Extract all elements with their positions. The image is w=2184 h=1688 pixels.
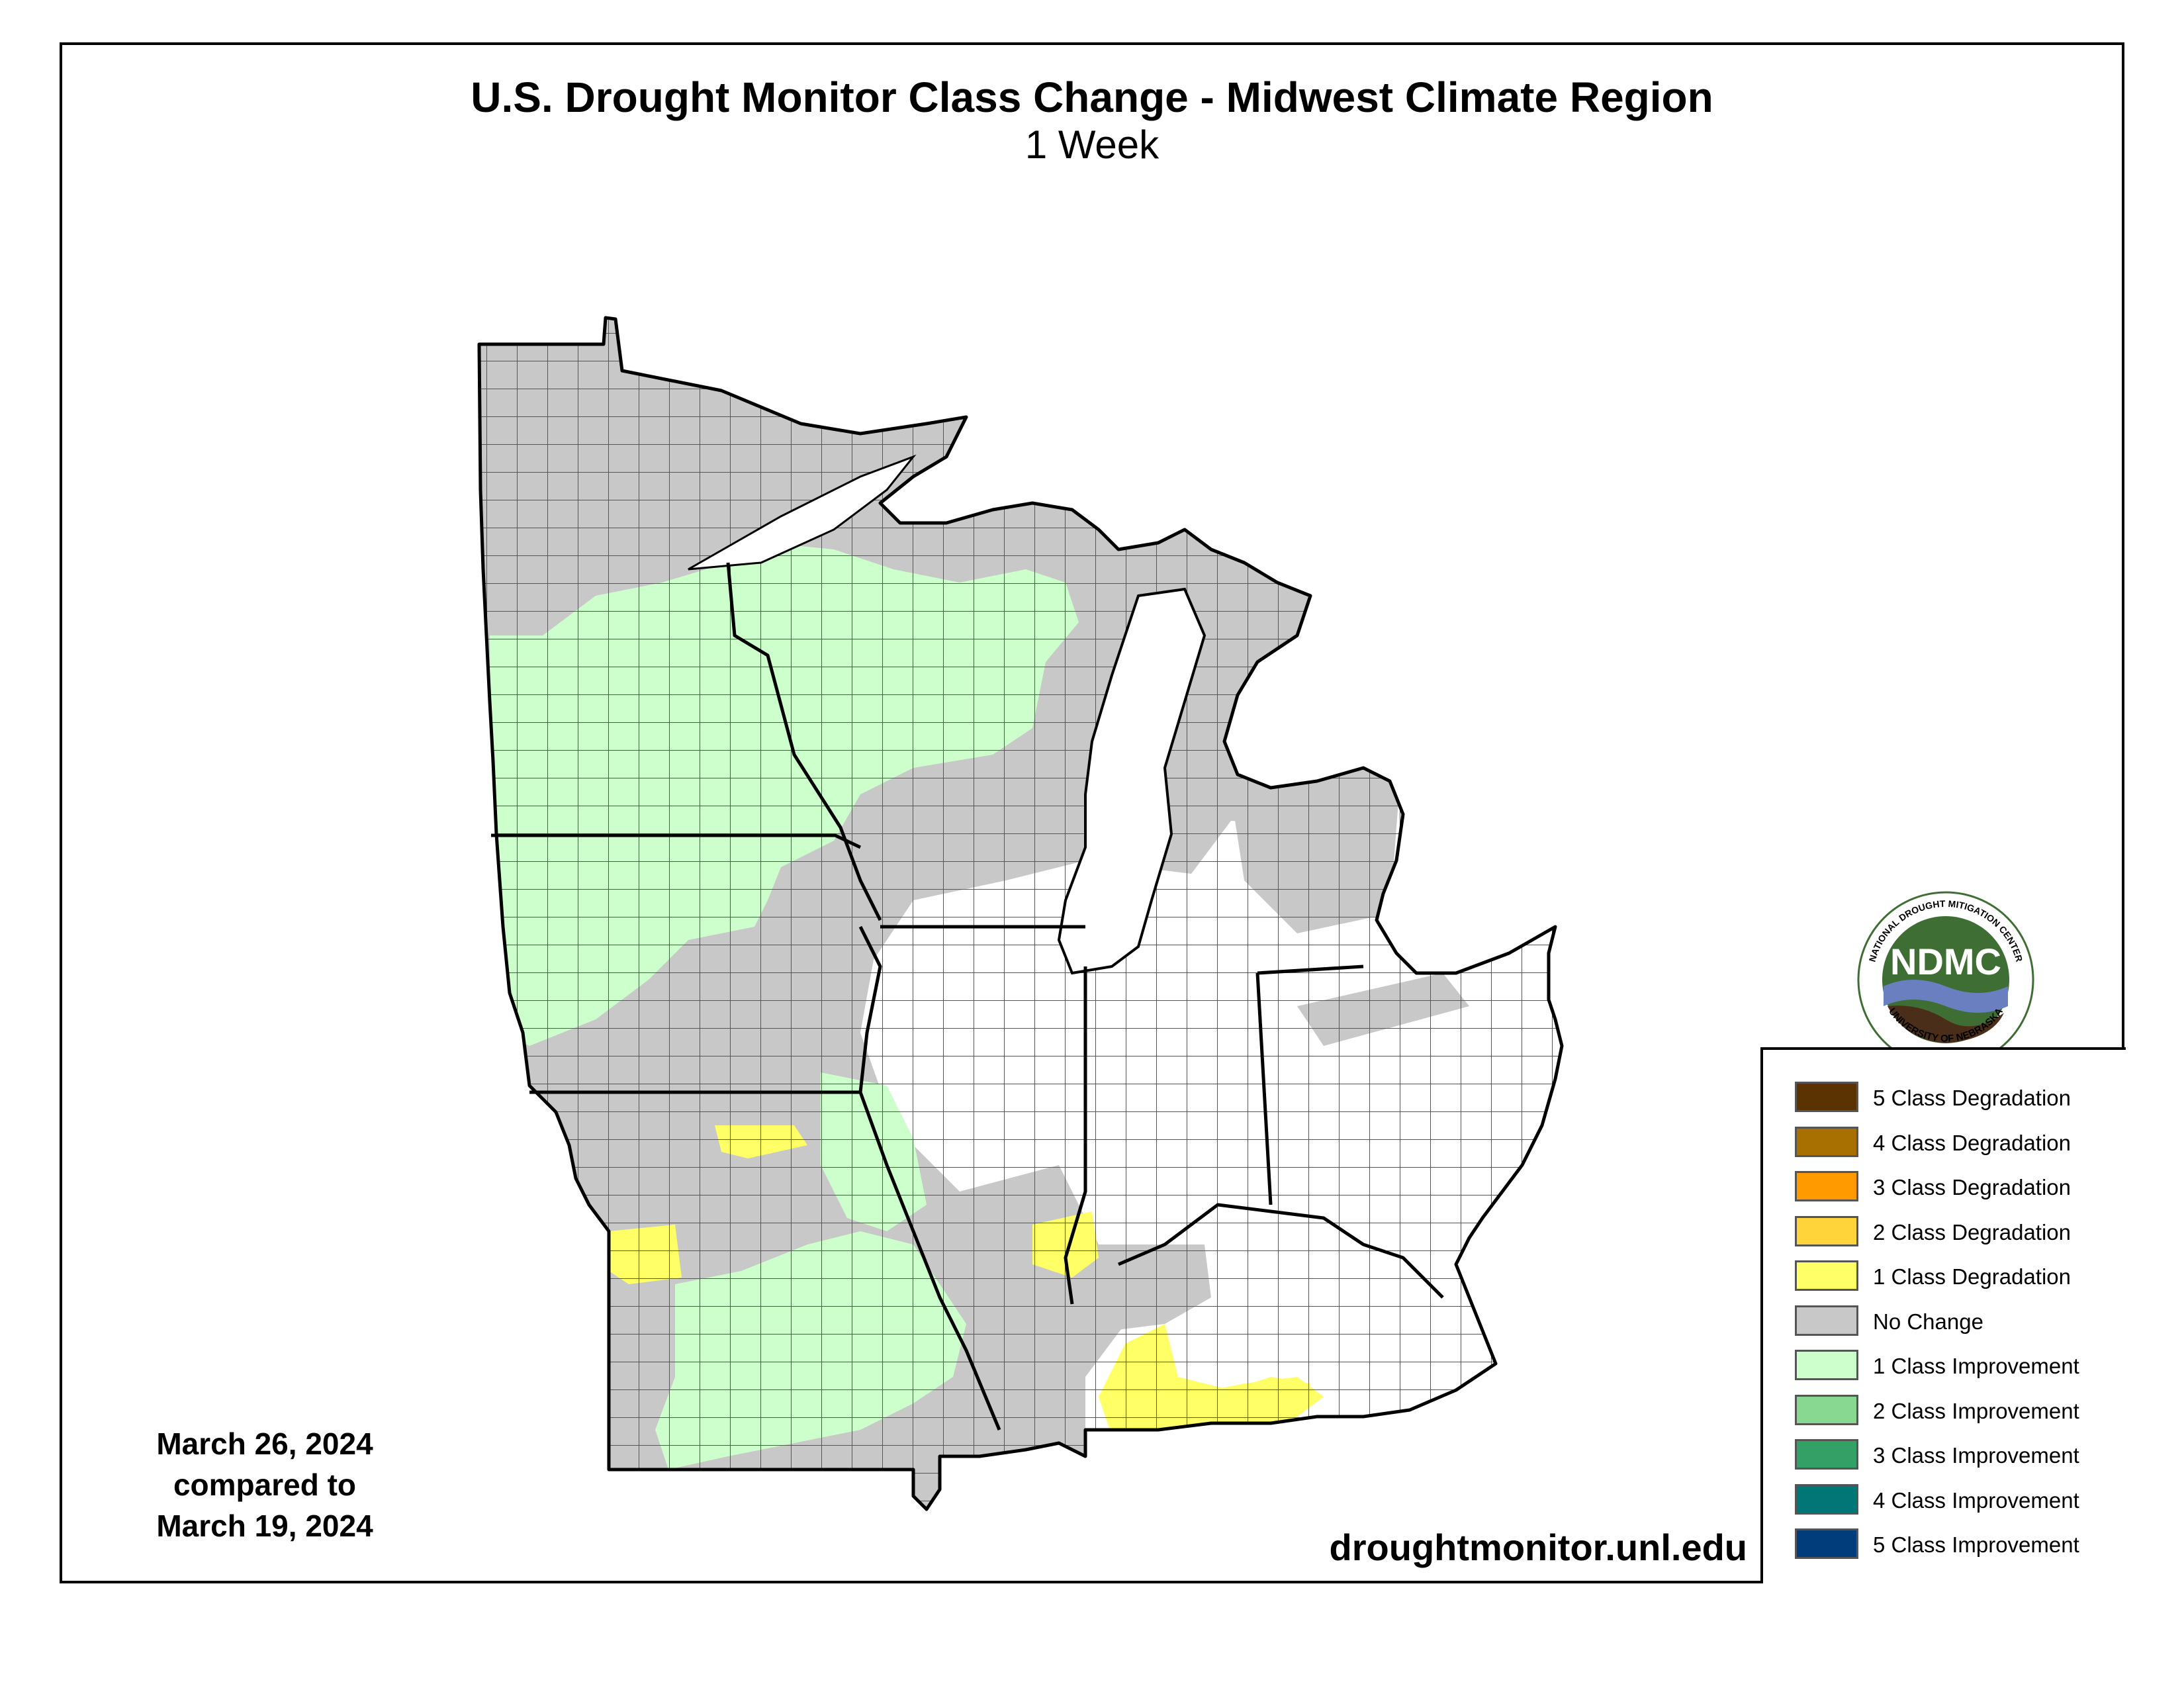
legend-swatch [1795, 1126, 1858, 1157]
legend-item: 3 Class Degradation [1795, 1167, 2126, 1207]
county-lines [479, 318, 1562, 1509]
map-title: U.S. Drought Monitor Class Change - Midw… [471, 73, 1713, 121]
legend-item: 5 Class Improvement [1795, 1524, 2126, 1564]
legend-swatch [1795, 1305, 1858, 1336]
legend-item: 4 Class Degradation [1795, 1123, 2126, 1162]
legend-label: 1 Class Degradation [1873, 1264, 2071, 1289]
logo-abbr: NDMC [1890, 941, 2001, 982]
map-frame [60, 42, 2124, 1583]
legend-swatch [1795, 1528, 1858, 1559]
legend-item: No Change [1795, 1301, 2126, 1341]
legend-label: 1 Class Improvement [1873, 1354, 2079, 1378]
legend-label: 3 Class Degradation [1873, 1175, 2071, 1199]
legend-swatch [1795, 1394, 1858, 1425]
legend-item: 3 Class Improvement [1795, 1435, 2126, 1475]
legend-label: No Change [1873, 1309, 1983, 1334]
legend-swatch [1795, 1260, 1858, 1291]
source-url: droughtmonitor.unl.edu [1329, 1526, 1747, 1568]
legend-swatch [1795, 1215, 1858, 1246]
previous-date: March 19, 2024 [156, 1509, 373, 1543]
current-date: March 26, 2024 [156, 1427, 373, 1461]
lake-michigan [1057, 587, 1206, 975]
legend-swatch [1795, 1082, 1858, 1112]
legend-item: 2 Class Improvement [1795, 1391, 2126, 1430]
legend-label: 2 Class Improvement [1873, 1398, 2079, 1423]
legend: 5 Class Degradation 4 Class Degradation 3 … [1760, 1047, 2126, 1583]
lake-superior-shore [688, 454, 917, 571]
map-subtitle: 1 Week [1024, 122, 1160, 167]
compared-to-label: compared to [173, 1468, 357, 1502]
legend-swatch [1795, 1171, 1858, 1201]
legend-item: 1 Class Improvement [1795, 1346, 2126, 1385]
legend-item: 2 Class Degradation [1795, 1212, 2126, 1252]
ndmc-logo: NDMC NATIONAL DROUGHT MITIGATION CENTER … [1857, 891, 2034, 1068]
legend-label: 5 Class Degradation [1873, 1086, 2071, 1110]
comparison-dates: March 26, 2024 compared to March 19, 202… [126, 1423, 404, 1546]
legend-label: 3 Class Improvement [1873, 1443, 2079, 1468]
legend-item: 4 Class Improvement [1795, 1480, 2126, 1520]
legend-swatch [1795, 1350, 1858, 1380]
legend-swatch [1795, 1439, 1858, 1470]
legend-label: 4 Class Degradation [1873, 1130, 2071, 1155]
legend-label: 2 Class Degradation [1873, 1219, 2071, 1244]
state-boundaries [479, 318, 1562, 1509]
legend-item: 1 Class Degradation [1795, 1256, 2126, 1296]
legend-item: 5 Class Degradation [1795, 1078, 2126, 1117]
legend-swatch [1795, 1483, 1858, 1515]
legend-label: 5 Class Improvement [1873, 1532, 2079, 1557]
legend-label: 4 Class Improvement [1873, 1487, 2079, 1513]
